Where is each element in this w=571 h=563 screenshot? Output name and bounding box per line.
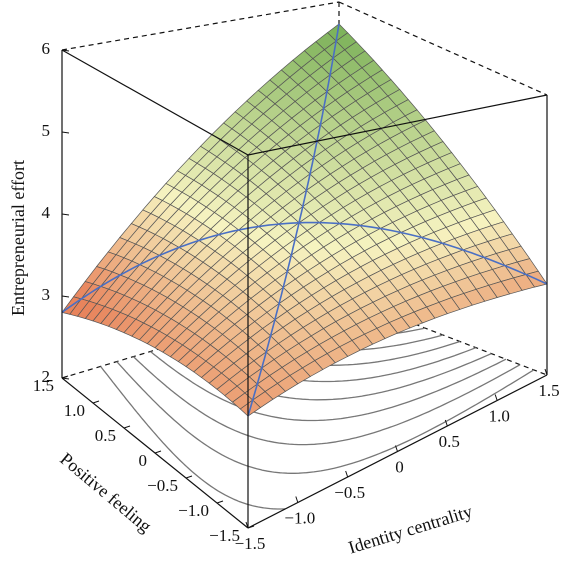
z-tick-mark xyxy=(61,213,70,216)
y-tick-label: 1.5 xyxy=(33,376,54,395)
edge-top-back-left xyxy=(61,1,340,51)
x-tick-mark xyxy=(544,368,548,376)
response-surface xyxy=(61,23,548,417)
y-tick-label: 1.0 xyxy=(64,401,85,420)
x-tick-label: 1.0 xyxy=(489,406,510,425)
z-tick-mark xyxy=(61,49,70,52)
x-tick-label: −1.5 xyxy=(235,534,266,553)
x-tick-mark xyxy=(295,496,299,503)
x-tick-mark xyxy=(444,419,448,427)
z-tick-label: 2 xyxy=(42,367,51,386)
y-tick-mark xyxy=(185,475,193,479)
axis-ticks: 23456−1.5−1.0−0.500.51.01.5−1.5−1.0−0.50… xyxy=(33,39,560,553)
z-tick-label: 5 xyxy=(42,121,51,140)
contour-line xyxy=(132,356,521,446)
z-tick-mark xyxy=(61,131,70,134)
z-tick-label: 4 xyxy=(42,203,51,222)
contour-line xyxy=(116,361,535,474)
edge-top-front-right xyxy=(247,94,548,156)
x-tick-label: −1.0 xyxy=(284,508,315,527)
y-tick-mark xyxy=(123,425,131,429)
z-tick-label: 3 xyxy=(42,285,51,304)
y-tick-label: 0 xyxy=(139,451,148,470)
edge-top-front-left xyxy=(61,49,249,156)
y-tick-mark xyxy=(61,375,69,379)
incongruence-line xyxy=(61,221,548,314)
z-tick-mark xyxy=(61,295,70,298)
x-tick-label: 1.5 xyxy=(538,381,559,400)
z-tick-label: 6 xyxy=(42,39,51,58)
y-tick-mark xyxy=(92,400,100,404)
z-axis-title: Entrepreneurial effort xyxy=(8,160,28,316)
y-tick-label: 0.5 xyxy=(95,426,116,445)
x-tick-mark xyxy=(494,394,498,401)
x-tick-mark xyxy=(395,445,398,452)
x-tick-mark xyxy=(245,521,249,529)
contour-line xyxy=(150,351,507,422)
x-tick-mark xyxy=(345,470,349,478)
edge-top-back-right xyxy=(338,1,548,96)
x-axis-title: Identity centrality xyxy=(346,501,475,558)
x-tick-label: 0.5 xyxy=(439,432,460,451)
y-tick-mark xyxy=(216,500,224,504)
contour-line xyxy=(100,366,286,510)
y-tick-mark xyxy=(247,525,255,529)
x-tick-label: −0.5 xyxy=(334,483,365,502)
y-tick-mark xyxy=(154,450,162,454)
x-tick-label: 0 xyxy=(395,457,404,476)
y-tick-label: −0.5 xyxy=(147,476,178,495)
z-tick-mark xyxy=(61,377,70,380)
y-tick-label: −1.0 xyxy=(178,501,209,520)
y-tick-label: −1.5 xyxy=(209,526,240,545)
